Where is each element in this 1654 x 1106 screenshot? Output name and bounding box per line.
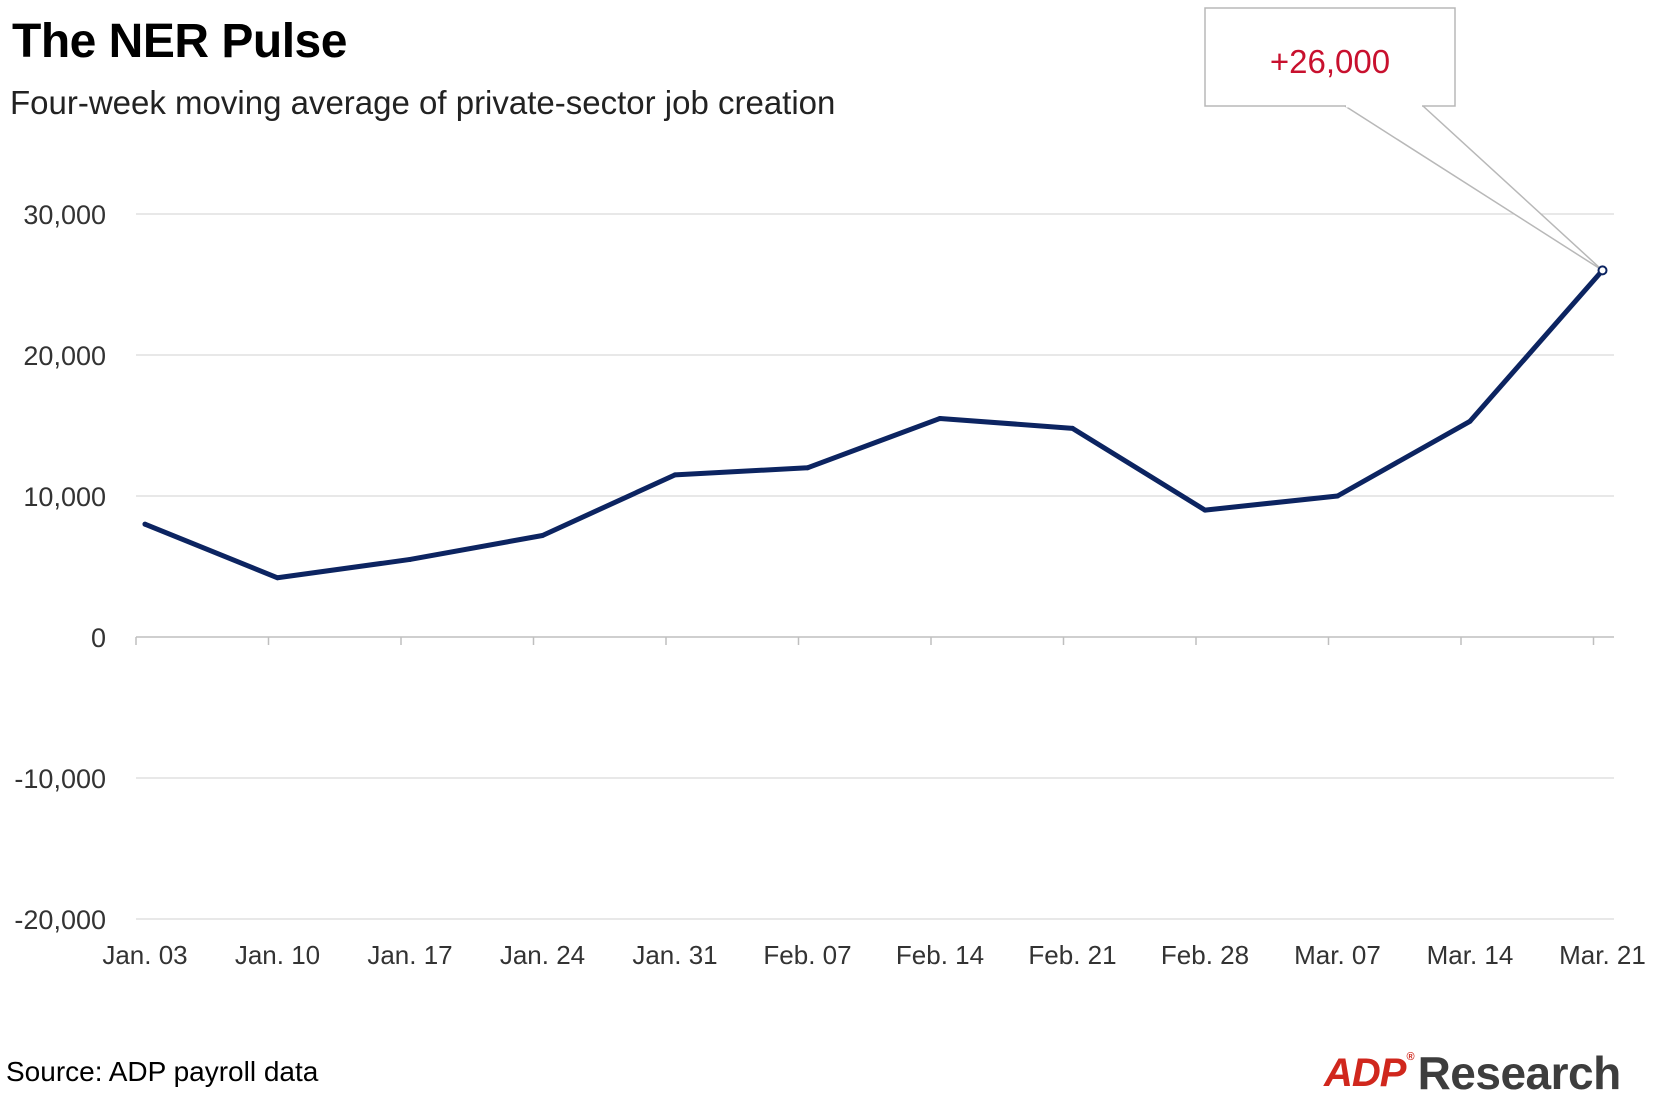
data-point: [1467, 418, 1473, 424]
annotation-callout: +26,000: [1204, 7, 1608, 276]
logo-adp-mark: ADP®: [1324, 1050, 1415, 1095]
x-tick-label: Jan. 31: [632, 940, 717, 970]
x-tick-label: Feb. 07: [763, 940, 851, 970]
data-point: [540, 532, 545, 538]
x-tick-label: Mar. 07: [1294, 940, 1381, 970]
chart-title: The NER Pulse: [12, 15, 347, 68]
series-line: [142, 267, 1605, 581]
data-point: [1070, 425, 1075, 431]
y-tick-label: 30,000: [23, 200, 106, 230]
data-point: [1335, 493, 1340, 499]
x-axis: Jan. 03 Jan. 10 Jan. 17 Jan. 24 Jan. 31 Feb. …: [102, 637, 1646, 970]
data-point: [937, 415, 943, 421]
y-tick-label: -10,000: [14, 764, 106, 794]
data-point: [672, 472, 678, 478]
x-tick-label: Mar. 21: [1559, 940, 1646, 970]
x-tick-label: Feb. 28: [1161, 940, 1249, 970]
x-tick-label: Jan. 17: [367, 940, 452, 970]
x-tick-label: Jan. 10: [235, 940, 320, 970]
data-point: [275, 575, 280, 581]
data-point: [1202, 507, 1208, 513]
callout-label: +26,000: [1270, 43, 1390, 80]
source-note: Source: ADP payroll data: [6, 1056, 319, 1087]
x-tick-label: Jan. 24: [500, 940, 585, 970]
y-axis-ticks: -20,000 -10,000 0 10,000 20,000 30,000: [14, 200, 106, 935]
chart-subtitle: Four-week moving average of private-sect…: [10, 84, 836, 121]
series-layer: [142, 267, 1605, 581]
y-tick-label: 10,000: [23, 482, 106, 512]
callout-pointer: [1344, 105, 1604, 272]
x-tick-label: Jan. 03: [102, 940, 187, 970]
adp-research-logo: ADP® Research: [1324, 1047, 1622, 1099]
data-point: [805, 465, 810, 471]
y-tick-label: 20,000: [23, 341, 106, 371]
y-tick-label: -20,000: [14, 905, 106, 935]
x-tick-label: Feb. 21: [1028, 940, 1116, 970]
data-point: [407, 556, 413, 562]
logo-research-word: Research: [1417, 1047, 1622, 1099]
x-tick-label: Mar. 14: [1427, 940, 1514, 970]
x-tick-label: Feb. 14: [896, 940, 984, 970]
callout-box: [1204, 7, 1456, 107]
data-point: [142, 521, 148, 527]
y-tick-label: 0: [91, 623, 106, 653]
callout-target-point: [1597, 265, 1608, 276]
gridlines: [136, 213, 1614, 920]
